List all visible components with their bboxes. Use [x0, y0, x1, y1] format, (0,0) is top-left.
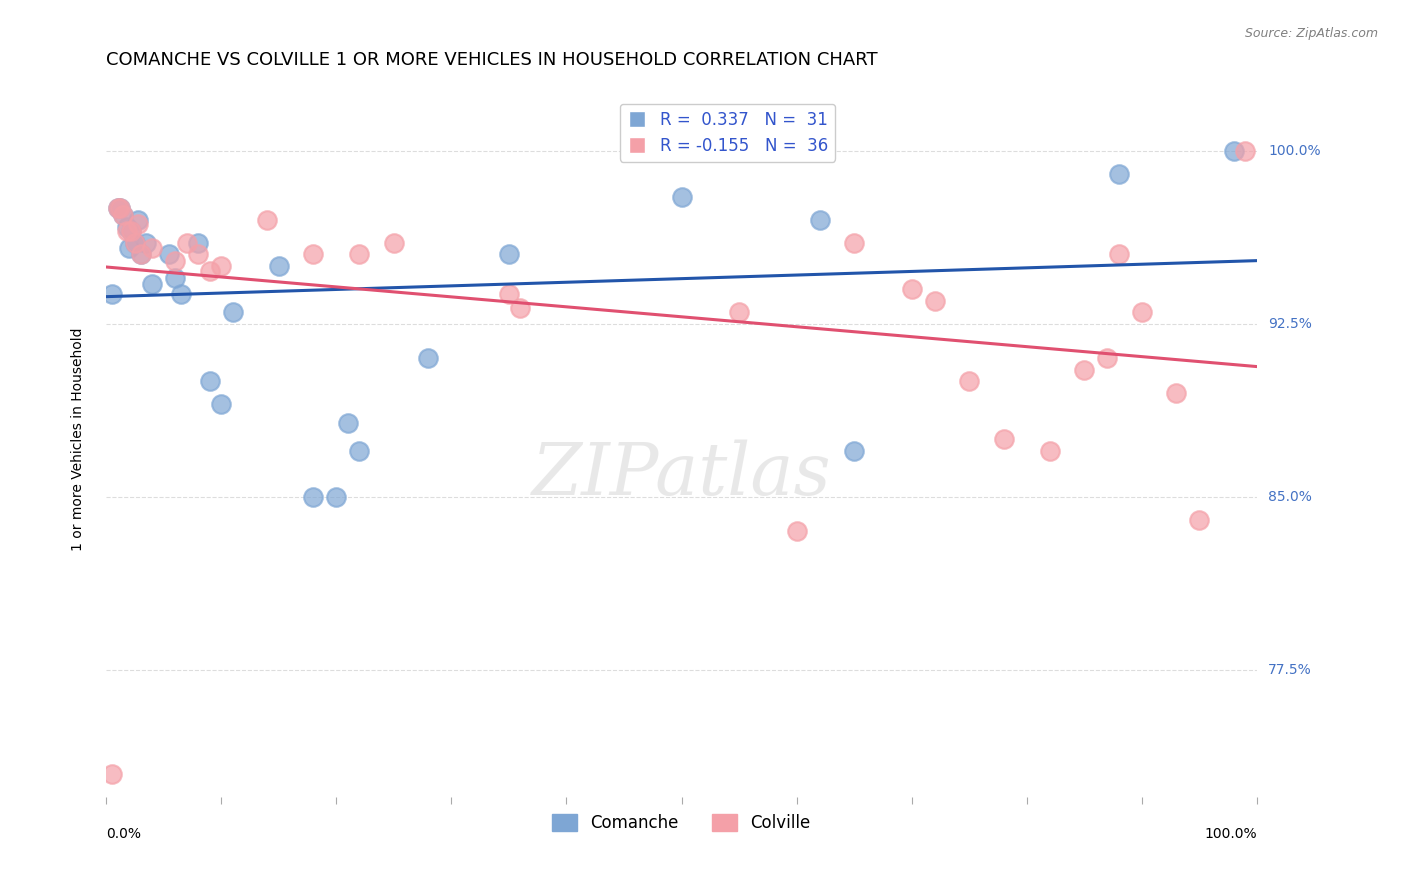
- Point: [108, 201, 131, 215]
- Point: [135, 235, 157, 250]
- Point: [198, 375, 221, 389]
- Point: [101, 286, 124, 301]
- Y-axis label: 1 or more Vehicles in Household: 1 or more Vehicles in Household: [72, 327, 86, 550]
- Point: [124, 235, 146, 250]
- Point: [176, 235, 198, 250]
- Point: [101, 766, 124, 780]
- Point: [221, 305, 243, 319]
- Text: 0.0%: 0.0%: [105, 827, 141, 841]
- Point: [844, 443, 866, 458]
- Point: [349, 443, 371, 458]
- Point: [349, 247, 371, 261]
- Point: [808, 212, 831, 227]
- Point: [1166, 385, 1188, 400]
- Point: [127, 212, 149, 227]
- Point: [141, 240, 163, 254]
- Point: [900, 282, 922, 296]
- Point: [112, 208, 135, 222]
- Point: [1039, 443, 1062, 458]
- Point: [108, 201, 131, 215]
- Point: [418, 351, 440, 366]
- Point: [728, 305, 751, 319]
- Text: 100.0%: 100.0%: [1268, 144, 1320, 158]
- Text: 92.5%: 92.5%: [1268, 317, 1312, 331]
- Point: [1097, 351, 1119, 366]
- Point: [118, 240, 141, 254]
- Point: [209, 259, 232, 273]
- Point: [115, 219, 138, 234]
- Point: [115, 224, 138, 238]
- Point: [267, 259, 290, 273]
- Point: [924, 293, 946, 308]
- Point: [256, 212, 278, 227]
- Point: [1073, 363, 1095, 377]
- Point: [498, 247, 520, 261]
- Point: [1188, 513, 1211, 527]
- Point: [671, 190, 693, 204]
- Text: 85.0%: 85.0%: [1268, 490, 1312, 504]
- Point: [187, 235, 209, 250]
- Point: [129, 247, 152, 261]
- Text: 77.5%: 77.5%: [1268, 663, 1312, 677]
- Point: [107, 201, 129, 215]
- Point: [1234, 144, 1257, 158]
- Point: [1223, 144, 1246, 158]
- Point: [127, 218, 149, 232]
- Point: [498, 286, 520, 301]
- Point: [786, 524, 808, 539]
- Point: [509, 301, 531, 315]
- Point: [112, 208, 135, 222]
- Text: COMANCHE VS COLVILLE 1 OR MORE VEHICLES IN HOUSEHOLD CORRELATION CHART: COMANCHE VS COLVILLE 1 OR MORE VEHICLES …: [105, 51, 877, 69]
- Point: [120, 224, 142, 238]
- Point: [302, 247, 325, 261]
- Point: [120, 224, 142, 238]
- Point: [844, 235, 866, 250]
- Legend: Comanche, Colville: Comanche, Colville: [546, 807, 817, 838]
- Point: [302, 490, 325, 504]
- Point: [209, 397, 232, 411]
- Text: ZIPatlas: ZIPatlas: [531, 440, 831, 510]
- Text: 100.0%: 100.0%: [1205, 827, 1257, 841]
- Point: [107, 201, 129, 215]
- Point: [957, 375, 980, 389]
- Point: [382, 235, 405, 250]
- Point: [157, 247, 180, 261]
- Point: [1108, 247, 1130, 261]
- Point: [141, 277, 163, 292]
- Point: [124, 235, 146, 250]
- Point: [165, 254, 187, 268]
- Point: [336, 416, 359, 430]
- Point: [1130, 305, 1153, 319]
- Point: [198, 263, 221, 277]
- Point: [993, 432, 1015, 446]
- Point: [187, 247, 209, 261]
- Point: [129, 247, 152, 261]
- Point: [170, 286, 193, 301]
- Point: [1108, 167, 1130, 181]
- Text: Source: ZipAtlas.com: Source: ZipAtlas.com: [1244, 27, 1378, 40]
- Point: [325, 490, 347, 504]
- Point: [165, 270, 187, 285]
